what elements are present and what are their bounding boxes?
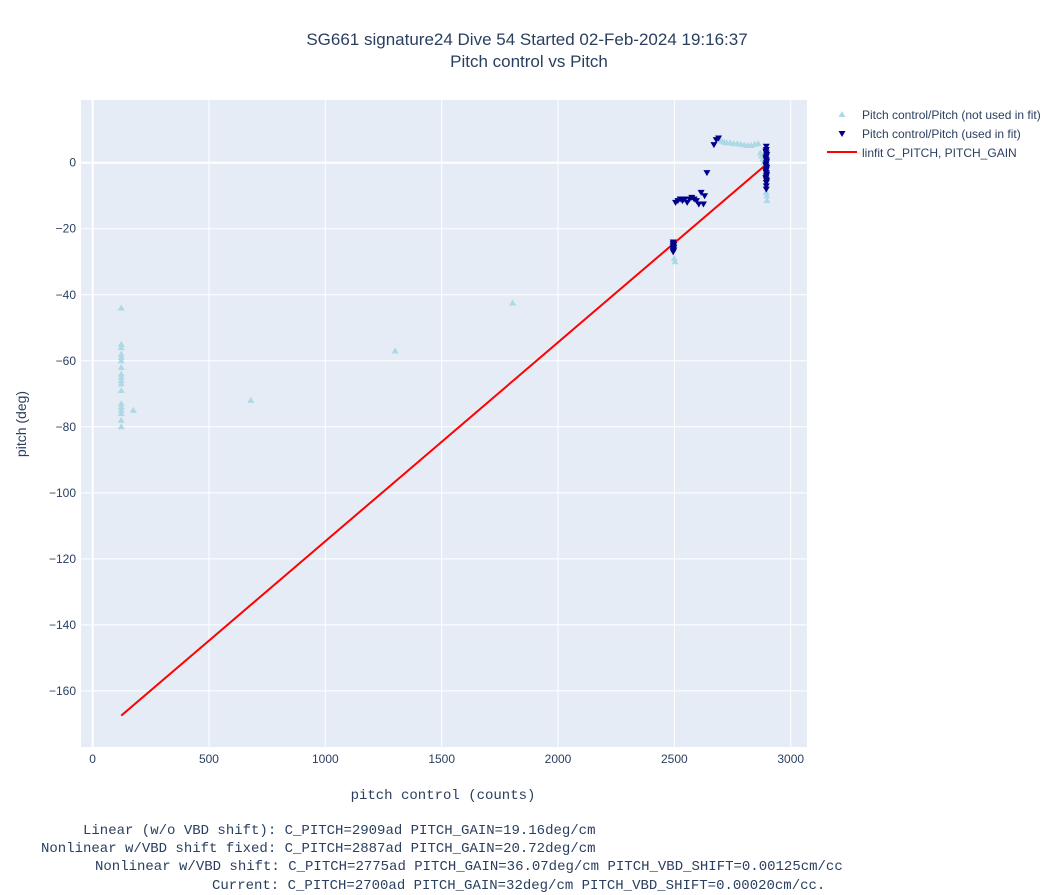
y-axis-label: pitch (deg) — [13, 391, 29, 457]
point-not-used — [117, 304, 125, 311]
point-used — [699, 201, 707, 208]
legend-item-used[interactable]: Pitch control/Pitch (used in fit) — [838, 127, 1021, 141]
point-not-used — [117, 373, 125, 380]
annotation-current: Current: C_PITCH=2700ad PITCH_GAIN=32deg… — [212, 877, 826, 894]
point-used — [763, 158, 771, 165]
point-used — [762, 186, 770, 193]
point-used — [697, 189, 705, 196]
point-used — [762, 148, 770, 155]
grid — [81, 100, 807, 747]
y-tick-label: −80 — [56, 420, 77, 434]
point-not-used — [117, 416, 125, 423]
point-used — [762, 183, 770, 190]
y-tick-label: −20 — [56, 222, 77, 236]
annotation-nonlinear-fixed: Nonlinear w/VBD shift fixed: C_PITCH=288… — [41, 841, 596, 858]
x-axis-ticks: 0 500 1000 1500 2000 2500 3000 — [89, 752, 804, 766]
point-not-used — [117, 406, 125, 413]
point-used — [695, 201, 703, 208]
legend-label-used: Pitch control/Pitch (used in fit) — [862, 127, 1021, 141]
point-not-used — [247, 396, 255, 403]
y-tick-label: −120 — [49, 552, 76, 566]
point-not-used — [117, 410, 125, 417]
y-tick-label: 0 — [69, 156, 76, 170]
point-not-used — [754, 140, 762, 147]
point-not-used — [763, 197, 771, 204]
point-used — [762, 175, 770, 182]
point-used — [681, 196, 689, 203]
point-used — [762, 143, 770, 150]
legend-label-not-used: Pitch control/Pitch (not used in fit) — [862, 108, 1041, 122]
legend[interactable]: Pitch control/Pitch (not used in fit) Pi… — [827, 108, 1041, 160]
point-not-used — [117, 357, 125, 364]
x-tick-label: 2500 — [661, 752, 688, 766]
x-tick-label: 0 — [89, 752, 96, 766]
point-not-used — [117, 380, 125, 387]
annotation-nonlinear-shift: Nonlinear w/VBD shift: C_PITCH=2775ad PI… — [95, 859, 843, 876]
x-tick-label: 500 — [199, 752, 219, 766]
point-used — [763, 151, 771, 158]
point-not-used — [117, 350, 125, 357]
fit-results: Linear (w/o VBD shift): C_PITCH=2909ad P… — [0, 822, 1058, 895]
point-used — [762, 168, 770, 175]
chart-subtitle: Pitch control vs Pitch — [450, 52, 608, 71]
point-used — [692, 198, 700, 205]
y-tick-label: −140 — [49, 618, 76, 632]
point-used — [763, 165, 771, 172]
fit-line-layer — [120, 163, 767, 717]
annotation-linear: Linear (w/o VBD shift): C_PITCH=2909ad P… — [83, 823, 596, 839]
point-not-used — [391, 347, 399, 354]
y-tick-label: −40 — [56, 288, 77, 302]
point-not-used — [117, 400, 125, 407]
point-used — [670, 247, 678, 254]
point-used — [762, 161, 770, 168]
plot-area — [81, 100, 807, 747]
x-tick-label: 2000 — [545, 752, 572, 766]
legend-label-fit: linfit C_PITCH, PITCH_GAIN — [862, 146, 1017, 160]
triangle-down-icon — [838, 131, 846, 137]
point-used — [715, 135, 723, 142]
y-axis-ticks: 0 −20 −40 −60 −80 −100 −120 −140 −160 — [49, 156, 76, 698]
point-used — [710, 142, 718, 149]
point-not-used — [763, 192, 771, 199]
point-not-used — [117, 344, 125, 351]
point-not-used — [671, 258, 679, 265]
point-not-used — [509, 299, 517, 306]
scatter-chart: SG661 signature24 Dive 54 Started 02-Feb… — [13, 30, 1041, 804]
point-not-used — [117, 370, 125, 377]
x-tick-label: 1000 — [312, 752, 339, 766]
triangle-up-icon — [838, 111, 846, 117]
point-used — [762, 155, 770, 162]
point-not-used — [117, 340, 125, 347]
y-tick-label: −100 — [49, 486, 76, 500]
x-tick-label: 3000 — [777, 752, 804, 766]
point-used — [763, 178, 771, 185]
point-not-used — [117, 423, 125, 430]
point-not-used — [117, 353, 125, 360]
marker-layer — [117, 135, 771, 430]
fit-line — [120, 163, 767, 717]
point-not-used — [117, 363, 125, 370]
point-not-used — [117, 377, 125, 384]
point-used — [703, 170, 711, 177]
x-tick-label: 1500 — [428, 752, 455, 766]
y-tick-label: −160 — [49, 684, 76, 698]
point-not-used — [117, 403, 125, 410]
legend-item-not-used[interactable]: Pitch control/Pitch (not used in fit) — [838, 108, 1041, 122]
point-used — [701, 193, 709, 200]
point-not-used — [117, 386, 125, 393]
point-not-used — [129, 406, 137, 413]
point-not-used — [670, 254, 678, 261]
legend-item-fit[interactable]: linfit C_PITCH, PITCH_GAIN — [827, 146, 1017, 160]
y-tick-label: −60 — [56, 354, 77, 368]
point-used — [763, 171, 771, 178]
chart-title: SG661 signature24 Dive 54 Started 02-Feb… — [306, 30, 747, 49]
x-axis-label: pitch control (counts) — [351, 788, 536, 804]
